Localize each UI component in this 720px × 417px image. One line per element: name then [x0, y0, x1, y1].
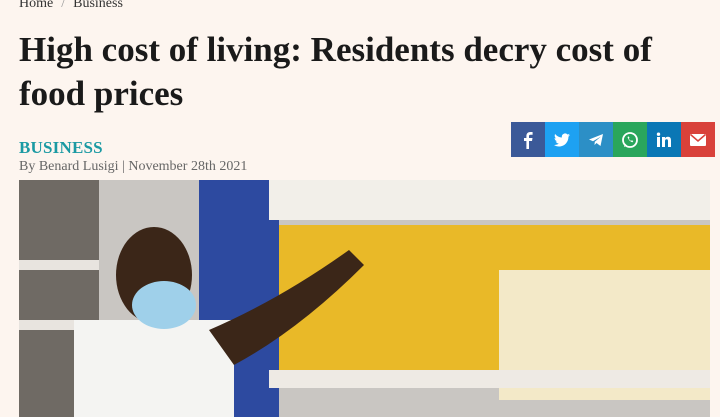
photo-person-mask — [132, 281, 196, 329]
telegram-share[interactable] — [579, 122, 613, 157]
photo-shelf — [19, 320, 99, 330]
photo-shelf — [19, 260, 99, 270]
photo-lower-shelf — [269, 370, 710, 388]
twitter-share[interactable] — [545, 122, 579, 157]
article-title: High cost of living: Residents decry cos… — [19, 30, 652, 113]
facebook-share[interactable] — [511, 122, 545, 157]
share-bar — [511, 122, 715, 157]
photo-person-shirt — [74, 320, 234, 417]
photo-top-shelf — [269, 180, 710, 220]
linkedin-share[interactable] — [647, 122, 681, 157]
breadcrumb: Home / Business — [19, 0, 123, 12]
byline: By Benard Lusigi | November 28th 2021 — [19, 159, 248, 174]
breadcrumb-link[interactable]: Home — [19, 0, 54, 11]
breadcrumb-link[interactable]: Business — [73, 0, 123, 11]
email-share[interactable] — [681, 122, 715, 157]
article-photo — [19, 180, 710, 417]
section-link[interactable]: BUSINESS — [19, 138, 103, 157]
photo-person-arm — [209, 250, 364, 365]
separator: / — [61, 0, 66, 11]
whatsapp-share[interactable] — [613, 122, 647, 157]
